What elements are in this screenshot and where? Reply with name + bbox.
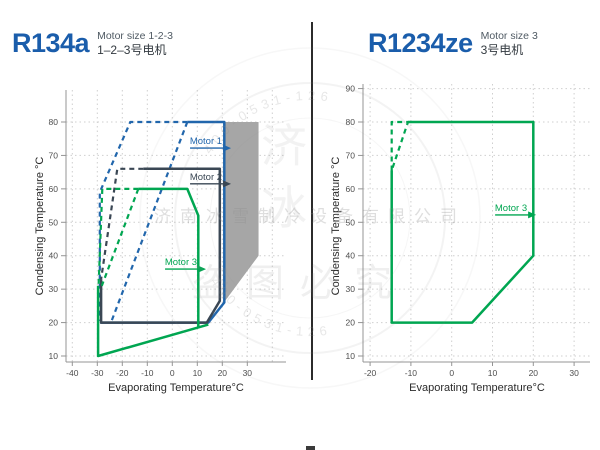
shaded-region bbox=[209, 122, 259, 322]
x-tick-label: 0 bbox=[449, 368, 454, 378]
header-r1234ze: R1234ze Motor size 3 3号电机 bbox=[368, 28, 538, 58]
subtitle-r1234ze: Motor size 3 3号电机 bbox=[481, 28, 538, 58]
watermark-ring-outer bbox=[174, 82, 446, 354]
motor-3-envelope-solid bbox=[390, 120, 535, 324]
y-tick-label: 70 bbox=[49, 150, 59, 160]
motor-label-text: Motor 3 bbox=[165, 257, 197, 268]
panel-divider bbox=[311, 22, 313, 380]
y-axis-title: Condensing Temperature °C bbox=[34, 157, 46, 296]
page-footer-mark bbox=[306, 446, 315, 450]
motor-size-en: Motor size 3 bbox=[480, 30, 538, 42]
x-tick-label: -30 bbox=[91, 368, 104, 378]
x-tick-label: 30 bbox=[243, 368, 253, 378]
motor-label: Motor 3 bbox=[495, 203, 537, 219]
motor-size-zh: 1–2–3号电机 bbox=[97, 43, 167, 57]
motor-1-extended-dashed bbox=[98, 120, 188, 321]
motor-3-inner-boundary-dashed bbox=[100, 188, 140, 287]
y-tick-label: 70 bbox=[346, 150, 356, 160]
watermark-big-char: 冰 bbox=[261, 182, 307, 234]
y-tick-label: 60 bbox=[49, 184, 59, 194]
subtitle-r134a: Motor size 1-2-3 1–2–3号电机 bbox=[97, 28, 173, 58]
motor-label-text: Motor 2 bbox=[190, 172, 222, 183]
motor-label-text: Motor 3 bbox=[495, 203, 527, 214]
header-r134a: R134a Motor size 1-2-3 1–2–3号电机 bbox=[12, 28, 173, 58]
x-tick-label: -40 bbox=[66, 368, 79, 378]
tick-labels: -40 -30 -20 -10 0 10 20 30 10 20 30 40 50 60 70 80 bbox=[49, 117, 253, 378]
x-tick-label: -20 bbox=[364, 368, 377, 378]
watermark-notice: 盗图必究 bbox=[192, 263, 408, 305]
envelope-chart-r134a: -40 -30 -20 -10 0 10 20 30 10 20 30 40 50 60 70 80 Motor… bbox=[34, 90, 286, 394]
watermark-ring-inner bbox=[209, 117, 411, 319]
x-axis-title: Evaporating Temperature°C bbox=[409, 382, 545, 394]
y-tick-label: 50 bbox=[49, 217, 59, 227]
refrigerant-title-r1234ze: R1234ze bbox=[368, 28, 473, 58]
x-tick-label: 20 bbox=[529, 368, 539, 378]
x-tick-label: 10 bbox=[488, 368, 498, 378]
y-axis-title: Condensing Temperature °C bbox=[330, 157, 342, 296]
motor-2-extended-dashed bbox=[100, 167, 144, 280]
motor-size-en: Motor size 1-2-3 bbox=[97, 30, 173, 42]
y-tick-label: 20 bbox=[49, 318, 59, 328]
watermark-stamp: 400-0531-126400-0531-126济南冰雪制冷设备有限公司盗图必究… bbox=[139, 47, 481, 389]
y-tick-label: 30 bbox=[49, 284, 59, 294]
watermark-big-char: 济 bbox=[261, 120, 307, 172]
motor-arrow-icon bbox=[198, 265, 207, 273]
x-tick-label: 20 bbox=[218, 368, 228, 378]
x-tick-label: 0 bbox=[170, 368, 175, 378]
y-tick-label: 10 bbox=[49, 351, 59, 361]
motor-label: Motor 1 bbox=[190, 136, 232, 152]
motor-3-extended-dashed bbox=[97, 187, 139, 286]
motor-2-envelope-solid bbox=[99, 167, 222, 324]
motor-arrow-icon bbox=[223, 180, 232, 188]
motor-label: Motor 3 bbox=[165, 257, 207, 273]
y-tick-label: 10 bbox=[346, 351, 356, 361]
x-tick-label: -20 bbox=[116, 368, 129, 378]
x-tick-label: 30 bbox=[569, 368, 579, 378]
y-tick-label: 90 bbox=[346, 84, 356, 94]
motor-3-lower-boundary-solid bbox=[96, 285, 209, 358]
watermark-company-name: 济南冰雪制冷设备有限公司 bbox=[154, 207, 466, 226]
axes bbox=[362, 84, 590, 363]
motor-label-text: Motor 1 bbox=[190, 136, 222, 147]
watermark-ring-outermost bbox=[139, 47, 481, 389]
x-tick-label: -10 bbox=[141, 368, 154, 378]
motor-arrow-icon bbox=[528, 211, 537, 219]
refrigerant-title-r134a: R134a bbox=[12, 28, 90, 58]
y-tick-label: 80 bbox=[49, 117, 59, 127]
motor-label: Motor 2 bbox=[190, 172, 232, 188]
envelope-chart-r1234ze: -20 -10 0 10 20 30 10 20 30 40 50 60 70 80 90 Motor 3 Ev… bbox=[330, 84, 590, 394]
y-tick-label: 50 bbox=[346, 217, 356, 227]
motor-3-extended-dashed bbox=[390, 120, 410, 171]
x-tick-label: -10 bbox=[405, 368, 418, 378]
y-tick-label: 40 bbox=[346, 251, 356, 261]
x-axis-title: Evaporating Temperature°C bbox=[108, 382, 244, 394]
motor-arrow-icon bbox=[223, 144, 232, 152]
y-tick-label: 20 bbox=[346, 318, 356, 328]
motor-size-zh: 3号电机 bbox=[480, 43, 524, 57]
y-tick-label: 40 bbox=[49, 251, 59, 261]
y-tick-label: 30 bbox=[346, 284, 356, 294]
tick-labels: -20 -10 0 10 20 30 10 20 30 40 50 60 70 80 90 bbox=[346, 84, 580, 378]
axes bbox=[65, 90, 286, 363]
y-tick-label: 60 bbox=[346, 184, 356, 194]
x-tick-label: 10 bbox=[193, 368, 203, 378]
y-tick-label: 80 bbox=[346, 117, 356, 127]
